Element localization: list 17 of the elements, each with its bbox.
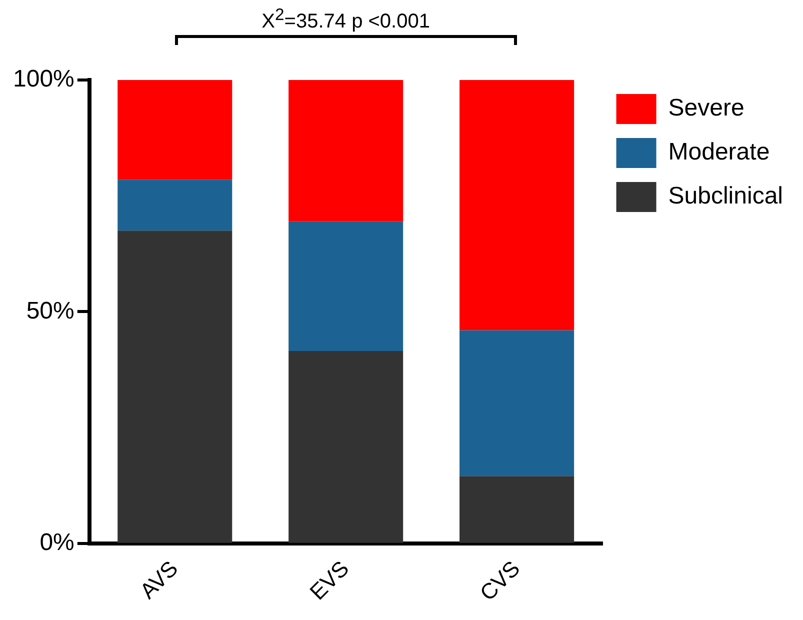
y-tick-label: 100% (12, 66, 74, 93)
bar (288, 80, 404, 222)
bar (118, 80, 232, 180)
bar (118, 230, 232, 543)
legend-label: Moderate (668, 138, 770, 166)
y-tick-label: 0% (40, 528, 74, 556)
legend-label: Subclinical (668, 182, 784, 210)
bar (118, 180, 232, 231)
legend-label: Severe (668, 94, 744, 122)
y-tick-label: 50% (26, 297, 74, 324)
bar (288, 221, 404, 352)
bar (460, 80, 574, 330)
text: X$^{2}$=35.74 p <0.001 (262, 5, 430, 34)
bar (288, 351, 404, 543)
bar (460, 330, 574, 476)
bar (460, 476, 574, 543)
x-tick-label: CVS (474, 556, 525, 606)
